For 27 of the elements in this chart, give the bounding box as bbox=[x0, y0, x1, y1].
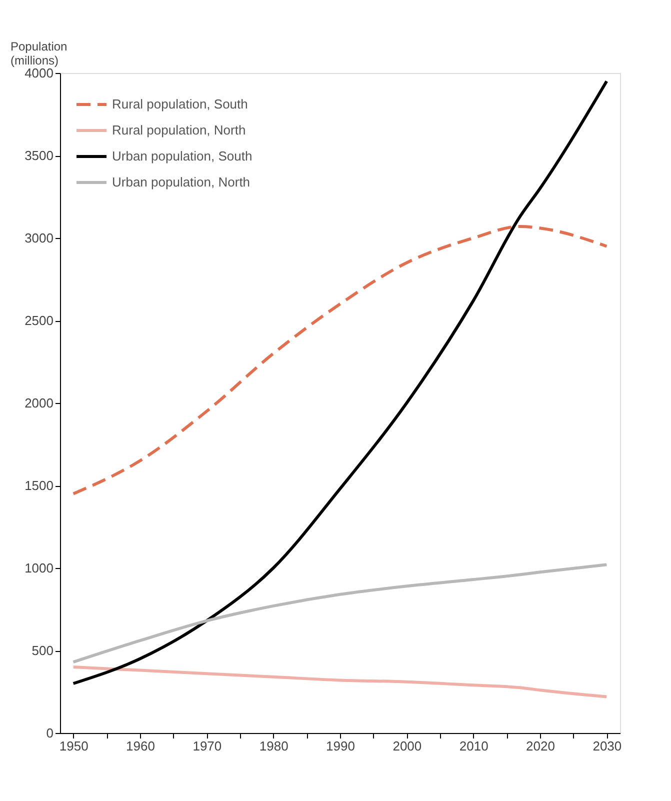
legend-label: Rural population, South bbox=[112, 96, 248, 112]
y-tick-label: 1500 bbox=[24, 478, 54, 493]
y-tick-label: 2000 bbox=[24, 396, 54, 410]
y-tick-label: 0 bbox=[46, 726, 54, 740]
x-tick-label: 1950 bbox=[59, 738, 88, 754]
y-tick-label: 500 bbox=[32, 643, 54, 658]
legend-label: Urban population, North bbox=[112, 174, 250, 190]
line-series bbox=[72, 80, 608, 685]
y-tick-label: 3000 bbox=[24, 230, 54, 246]
x-tick-label: 1960 bbox=[126, 738, 155, 754]
y-tick-label: 4000 bbox=[24, 66, 54, 80]
x-tick-label: 2010 bbox=[459, 738, 488, 754]
x-tick-label: 1970 bbox=[192, 738, 222, 754]
x-tick-label: 1990 bbox=[326, 738, 355, 754]
y-tick-label: 2500 bbox=[24, 313, 54, 328]
y-axis-title: Population (millions) bbox=[10, 40, 68, 68]
x-tick-label: 2000 bbox=[392, 738, 422, 754]
y-tick-label: 1000 bbox=[24, 560, 54, 576]
line-series bbox=[72, 666, 608, 698]
x-tick-label: 1980 bbox=[259, 738, 288, 754]
x-tick-label: 2030 bbox=[592, 738, 622, 754]
line-series bbox=[72, 224, 608, 496]
x-tick-label: 2020 bbox=[526, 738, 555, 754]
line-series bbox=[72, 563, 608, 664]
y-tick-label: 3500 bbox=[24, 148, 54, 163]
legend-label: Rural population, North bbox=[112, 122, 246, 138]
legend-label: Urban population, South bbox=[112, 148, 252, 164]
